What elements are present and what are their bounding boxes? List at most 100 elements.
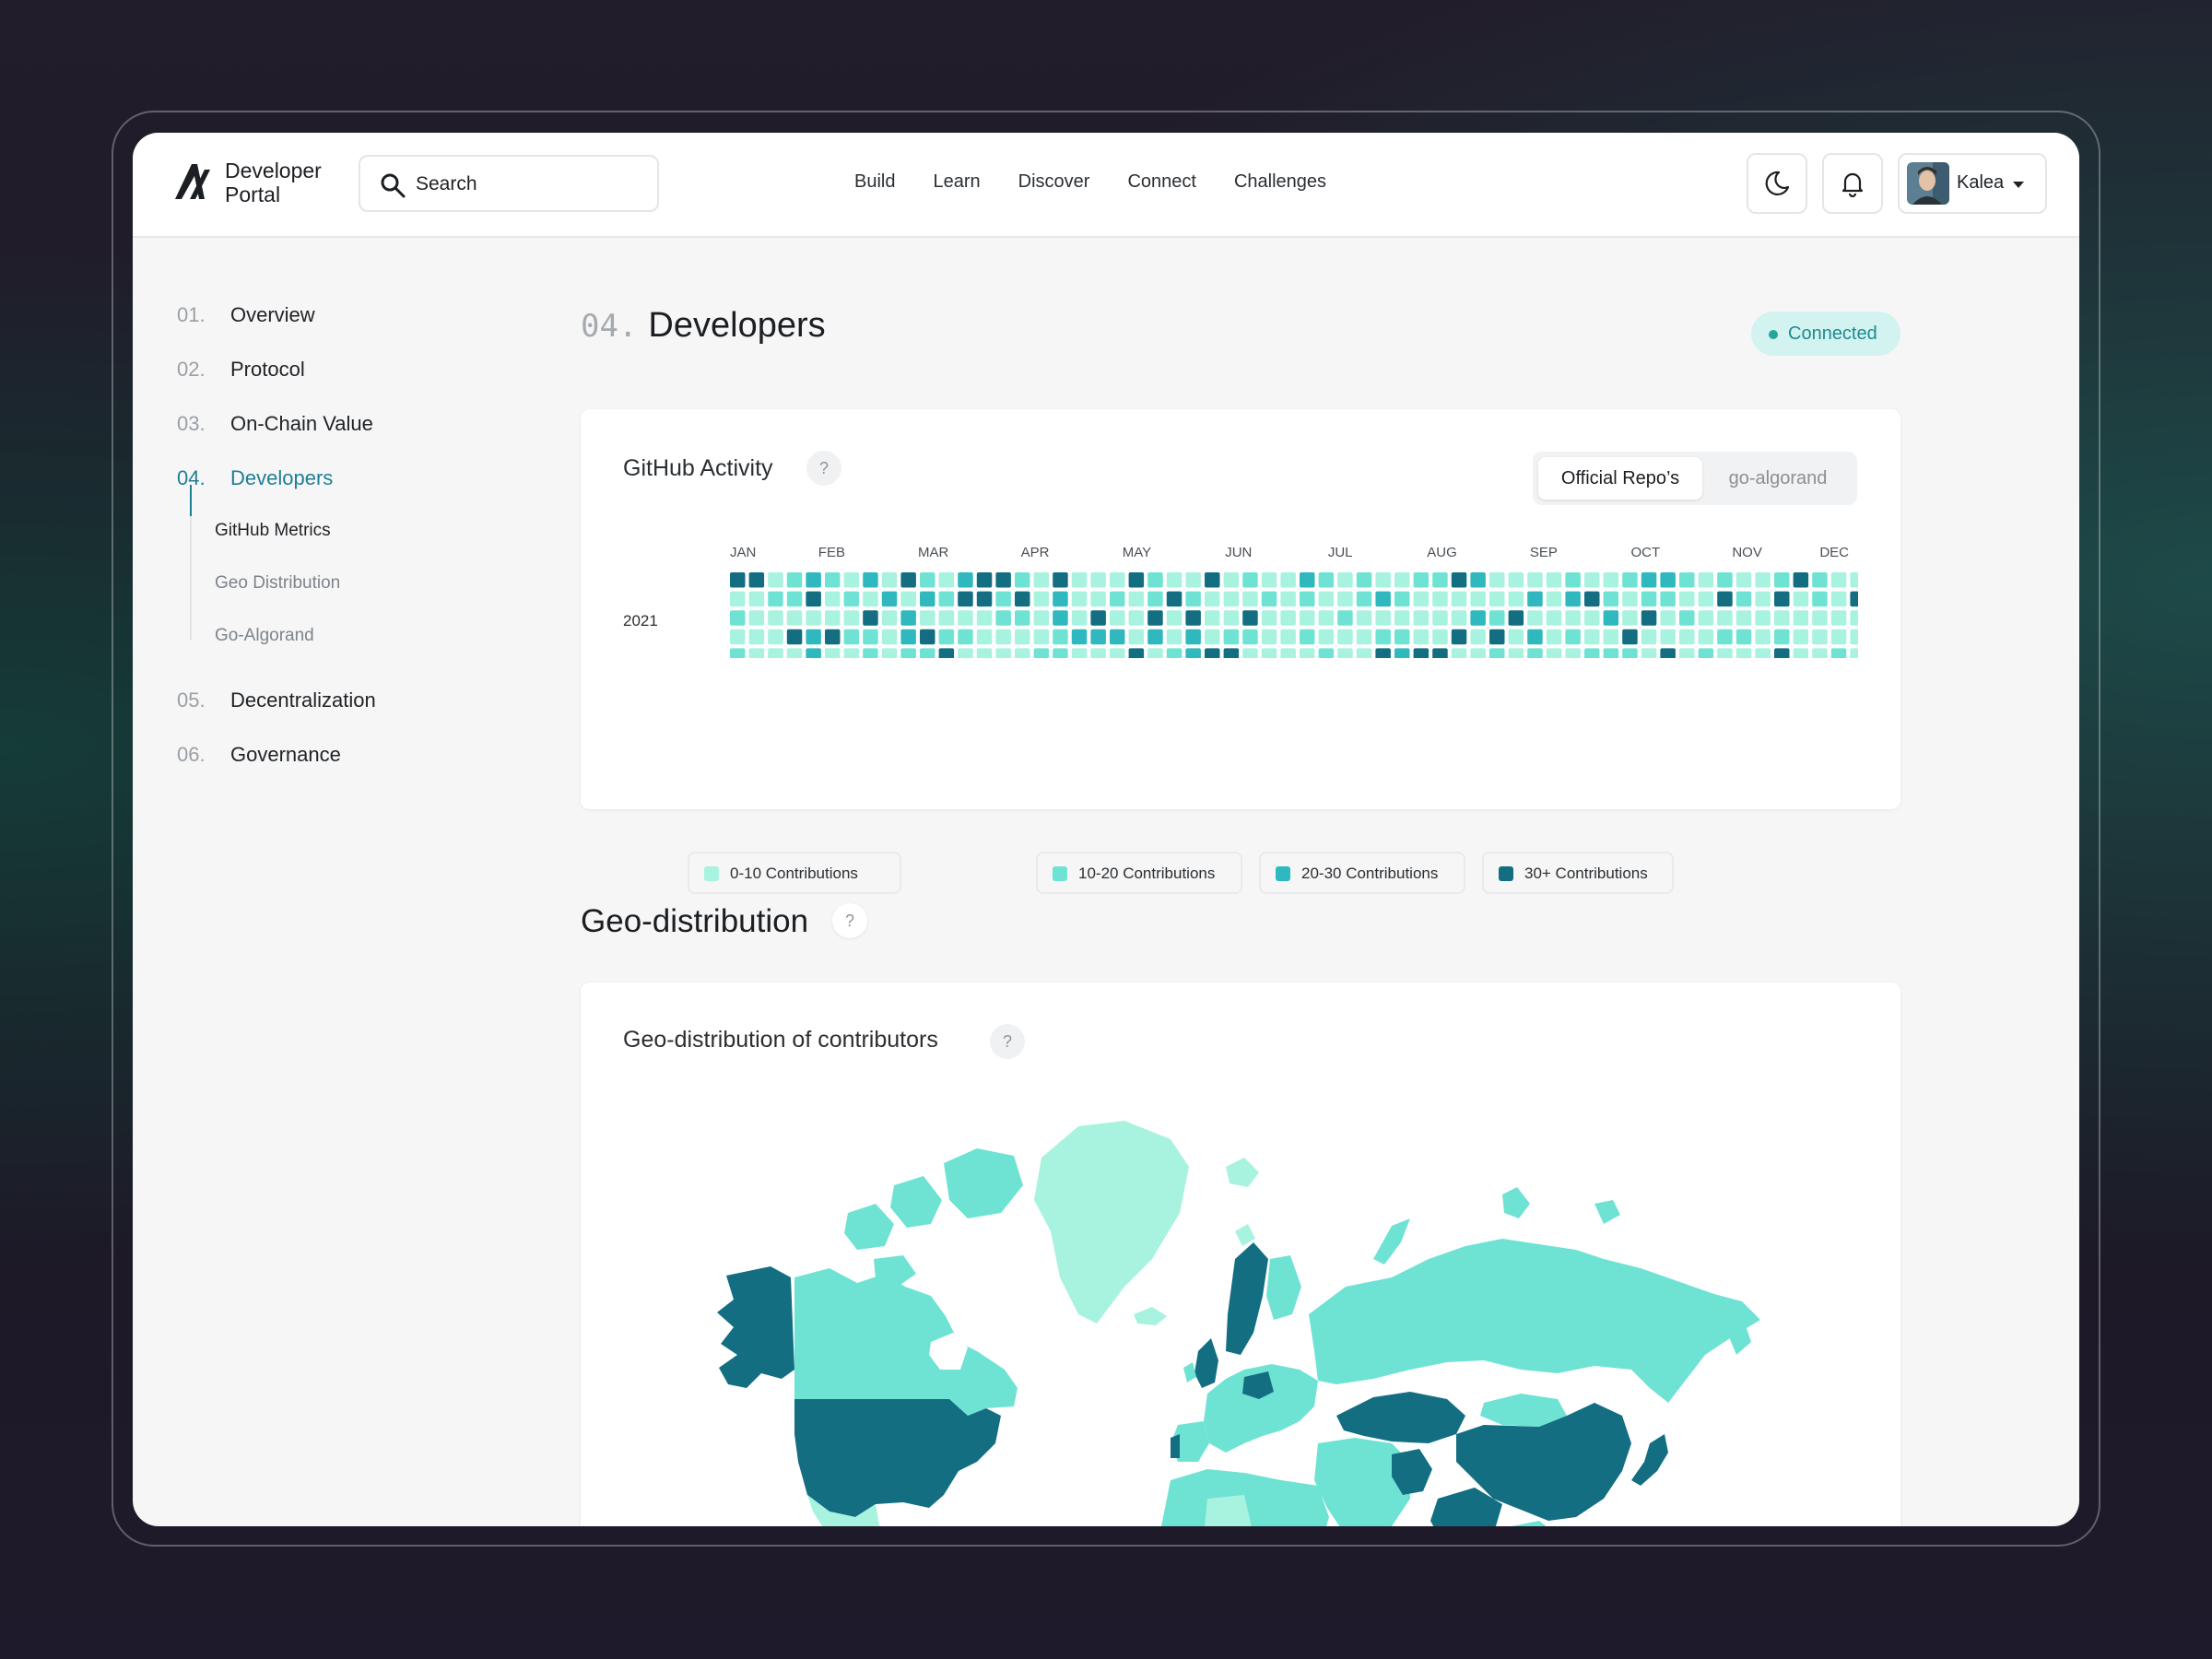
heatmap-cell[interactable] (1147, 610, 1163, 626)
heatmap-cell[interactable] (1622, 648, 1638, 658)
heatmap-cell[interactable] (976, 629, 993, 645)
heatmap-cell[interactable] (881, 591, 898, 607)
sidebar-item-developers[interactable]: 04. Developers (177, 466, 333, 490)
heatmap-cell[interactable] (1261, 610, 1277, 626)
heatmap-cell[interactable] (1318, 648, 1335, 658)
heatmap-cell[interactable] (1489, 591, 1505, 607)
heatmap-cell[interactable] (1622, 591, 1638, 607)
heatmap-cell[interactable] (1300, 572, 1315, 588)
heatmap-cell[interactable] (1641, 572, 1657, 588)
heatmap-cell[interactable] (1071, 629, 1088, 645)
heatmap-cell[interactable] (1830, 572, 1847, 588)
heatmap-cell[interactable] (1641, 648, 1657, 658)
heatmap-cell[interactable] (1300, 648, 1315, 658)
nav-discover[interactable]: Discover (1018, 171, 1090, 192)
heatmap-cell[interactable] (1223, 591, 1240, 607)
heatmap-cell[interactable] (1735, 610, 1752, 626)
heatmap-cell[interactable] (843, 629, 860, 645)
heatmap-cell[interactable] (1432, 572, 1448, 588)
heatmap-cell[interactable] (1318, 572, 1335, 588)
heatmap-cell[interactable] (958, 629, 973, 645)
heatmap-cell[interactable] (1470, 610, 1486, 626)
heatmap-cell[interactable] (958, 572, 973, 588)
heatmap-cell[interactable] (1603, 648, 1619, 658)
subnav-go-algorand[interactable]: Go-Algorand (215, 626, 314, 645)
heatmap-cell[interactable] (1755, 591, 1771, 607)
heatmap-cell[interactable] (863, 648, 878, 658)
heatmap-cell[interactable] (1584, 648, 1600, 658)
heatmap-cell[interactable] (1033, 629, 1050, 645)
heatmap-cell[interactable] (806, 610, 821, 626)
heatmap-cell[interactable] (1110, 629, 1125, 645)
heatmap-cell[interactable] (1205, 572, 1220, 588)
heatmap-cell[interactable] (958, 610, 973, 626)
heatmap-cell[interactable] (1337, 572, 1353, 588)
heatmap-cell[interactable] (958, 648, 973, 658)
heatmap-cell[interactable] (768, 610, 783, 626)
heatmap-cell[interactable] (1318, 629, 1335, 645)
heatmap-cell[interactable] (1090, 610, 1106, 626)
heatmap-cell[interactable] (920, 591, 935, 607)
heatmap-cell[interactable] (900, 648, 916, 658)
sidebar-item-on-chain-value[interactable]: 03. On-Chain Value (177, 412, 373, 436)
help-icon[interactable]: ? (832, 903, 867, 938)
heatmap-cell[interactable] (730, 591, 746, 607)
heatmap-cell[interactable] (1242, 629, 1258, 645)
heatmap-cell[interactable] (1413, 572, 1430, 588)
heatmap-cell[interactable] (1660, 572, 1676, 588)
heatmap-cell[interactable] (1242, 610, 1258, 626)
heatmap-cell[interactable] (1015, 629, 1030, 645)
heatmap-cell[interactable] (1375, 610, 1391, 626)
heatmap-cell[interactable] (1280, 572, 1296, 588)
heatmap-cell[interactable] (1432, 648, 1448, 658)
heatmap-cell[interactable] (1793, 610, 1809, 626)
heatmap-cell[interactable] (1015, 610, 1030, 626)
heatmap-cell[interactable] (1375, 648, 1391, 658)
heatmap-cell[interactable] (920, 572, 935, 588)
heatmap-cell[interactable] (1470, 591, 1486, 607)
heatmap-cell[interactable] (1603, 629, 1619, 645)
heatmap-cell[interactable] (1717, 629, 1733, 645)
heatmap-cell[interactable] (786, 629, 803, 645)
heatmap-cell[interactable] (1812, 648, 1828, 658)
heatmap-cell[interactable] (1110, 572, 1125, 588)
heatmap-cell[interactable] (1774, 629, 1790, 645)
heatmap-cell[interactable] (1337, 648, 1353, 658)
heatmap-cell[interactable] (1755, 572, 1771, 588)
heatmap-cell[interactable] (1015, 648, 1030, 658)
heatmap-cell[interactable] (843, 591, 860, 607)
heatmap-cell[interactable] (730, 610, 746, 626)
heatmap-cell[interactable] (1660, 629, 1676, 645)
heatmap-cell[interactable] (1546, 572, 1562, 588)
heatmap-cell[interactable] (1774, 610, 1790, 626)
heatmap-cell[interactable] (1185, 572, 1201, 588)
heatmap-cell[interactable] (1394, 610, 1410, 626)
subnav-github-metrics[interactable]: GitHub Metrics (215, 521, 331, 540)
heatmap-cell[interactable] (1205, 629, 1220, 645)
heatmap-cell[interactable] (1527, 629, 1543, 645)
heatmap-cell[interactable] (825, 591, 841, 607)
heatmap-cell[interactable] (1527, 610, 1543, 626)
heatmap-cell[interactable] (748, 572, 765, 588)
heatmap-cell[interactable] (1546, 591, 1562, 607)
heatmap-cell[interactable] (1432, 610, 1448, 626)
heatmap-cell[interactable] (995, 629, 1011, 645)
user-menu-button[interactable]: Kalea (1898, 153, 2047, 214)
heatmap-cell[interactable] (1147, 591, 1163, 607)
heatmap-cell[interactable] (806, 591, 821, 607)
nav-learn[interactable]: Learn (933, 171, 981, 192)
heatmap-cell[interactable] (1603, 591, 1619, 607)
heatmap-cell[interactable] (1300, 629, 1315, 645)
heatmap-cell[interactable] (1793, 572, 1809, 588)
heatmap-cell[interactable] (1223, 610, 1240, 626)
heatmap-cell[interactable] (1451, 591, 1467, 607)
heatmap-cell[interactable] (1793, 629, 1809, 645)
heatmap-cell[interactable] (843, 610, 860, 626)
heatmap-cell[interactable] (1015, 572, 1030, 588)
heatmap-cell[interactable] (1830, 629, 1847, 645)
heatmap-cell[interactable] (1679, 572, 1695, 588)
heatmap-cell[interactable] (995, 591, 1011, 607)
heatmap-cell[interactable] (881, 629, 898, 645)
heatmap-cell[interactable] (825, 629, 841, 645)
heatmap-cell[interactable] (1071, 572, 1088, 588)
